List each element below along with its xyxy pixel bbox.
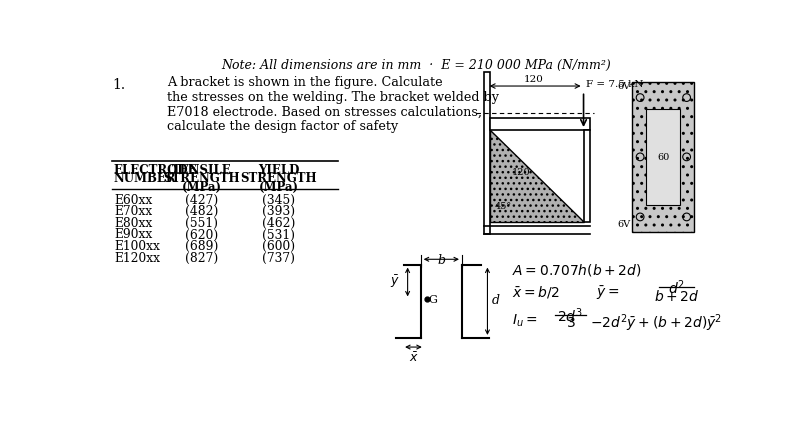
Text: $I_u = $: $I_u = $ [512, 312, 537, 329]
Text: E100xx: E100xx [114, 240, 160, 253]
Text: 6V: 6V [617, 220, 630, 229]
Text: E60xx: E60xx [114, 194, 152, 207]
Bar [489, 118, 589, 130]
Text: 1.: 1. [112, 78, 126, 92]
Text: (462): (462) [262, 217, 295, 230]
Text: G: G [428, 295, 437, 306]
Text: d: d [491, 294, 500, 307]
Text: calculate the design factor of safety: calculate the design factor of safety [167, 120, 398, 133]
Text: F = 7.5 kN: F = 7.5 kN [586, 80, 642, 89]
Text: (427): (427) [185, 194, 218, 207]
Polygon shape [489, 130, 583, 222]
Text: E80xx: E80xx [114, 217, 152, 230]
Text: (345): (345) [262, 194, 295, 207]
Text: 60: 60 [656, 153, 669, 162]
Text: (531): (531) [262, 228, 295, 242]
Text: (551): (551) [185, 217, 217, 230]
Text: YIELD: YIELD [258, 164, 299, 177]
Text: (600): (600) [262, 240, 295, 253]
Text: $\bar{x} = b/2$: $\bar{x} = b/2$ [512, 284, 560, 300]
Text: (620): (620) [185, 228, 218, 242]
Text: $3$: $3$ [564, 316, 574, 330]
Text: $\bar{x}$: $\bar{x}$ [408, 351, 418, 365]
Text: 45°: 45° [495, 202, 512, 211]
Text: NUMBER: NUMBER [114, 172, 176, 185]
Text: $- 2d^2\bar{y} + (b + 2d)\bar{y}^2$: $- 2d^2\bar{y} + (b + 2d)\bar{y}^2$ [589, 312, 721, 334]
Text: $2d^3$: $2d^3$ [556, 306, 582, 325]
Text: 120: 120 [523, 75, 543, 85]
Text: 6V: 6V [617, 82, 630, 90]
Text: (MPa): (MPa) [259, 181, 298, 194]
Text: $d^2$: $d^2$ [667, 279, 684, 297]
Text: STRENGTH: STRENGTH [163, 172, 239, 185]
Text: (737): (737) [262, 251, 295, 265]
Text: (482): (482) [185, 206, 218, 218]
Text: 120: 120 [512, 168, 530, 177]
Text: TENSILE: TENSILE [171, 164, 231, 177]
Bar [483, 72, 489, 234]
Text: (MPa): (MPa) [181, 181, 221, 194]
Text: E120xx: E120xx [114, 251, 160, 265]
Bar [632, 82, 693, 232]
Text: E70xx: E70xx [114, 206, 152, 218]
Text: (827): (827) [185, 251, 218, 265]
Text: STRENGTH: STRENGTH [240, 172, 317, 185]
Text: $A = 0.707h(b + 2d)$: $A = 0.707h(b + 2d)$ [512, 262, 642, 278]
Text: Note: All dimensions are in mm  ·  E = 210 000 MPa (N/mm²): Note: All dimensions are in mm · E = 210… [221, 59, 610, 72]
Text: $b + 2d$: $b + 2d$ [653, 288, 698, 303]
Text: A bracket is shown in the figure. Calculate: A bracket is shown in the figure. Calcul… [167, 76, 443, 89]
Bar [646, 109, 680, 206]
Text: E90xx: E90xx [114, 228, 152, 242]
Text: $\bar{y} = $: $\bar{y} = $ [595, 284, 619, 302]
Text: (393): (393) [262, 206, 295, 218]
Text: (689): (689) [185, 240, 218, 253]
Text: ELECTRODE: ELECTRODE [114, 164, 197, 177]
Bar [583, 130, 589, 222]
Text: b: b [437, 254, 444, 267]
Text: the stresses on the welding. The bracket welded by: the stresses on the welding. The bracket… [167, 91, 499, 104]
Text: $\bar{y}$: $\bar{y}$ [389, 273, 399, 290]
Text: E7018 electrode. Based on stresses calculations,: E7018 electrode. Based on stresses calcu… [167, 105, 482, 118]
